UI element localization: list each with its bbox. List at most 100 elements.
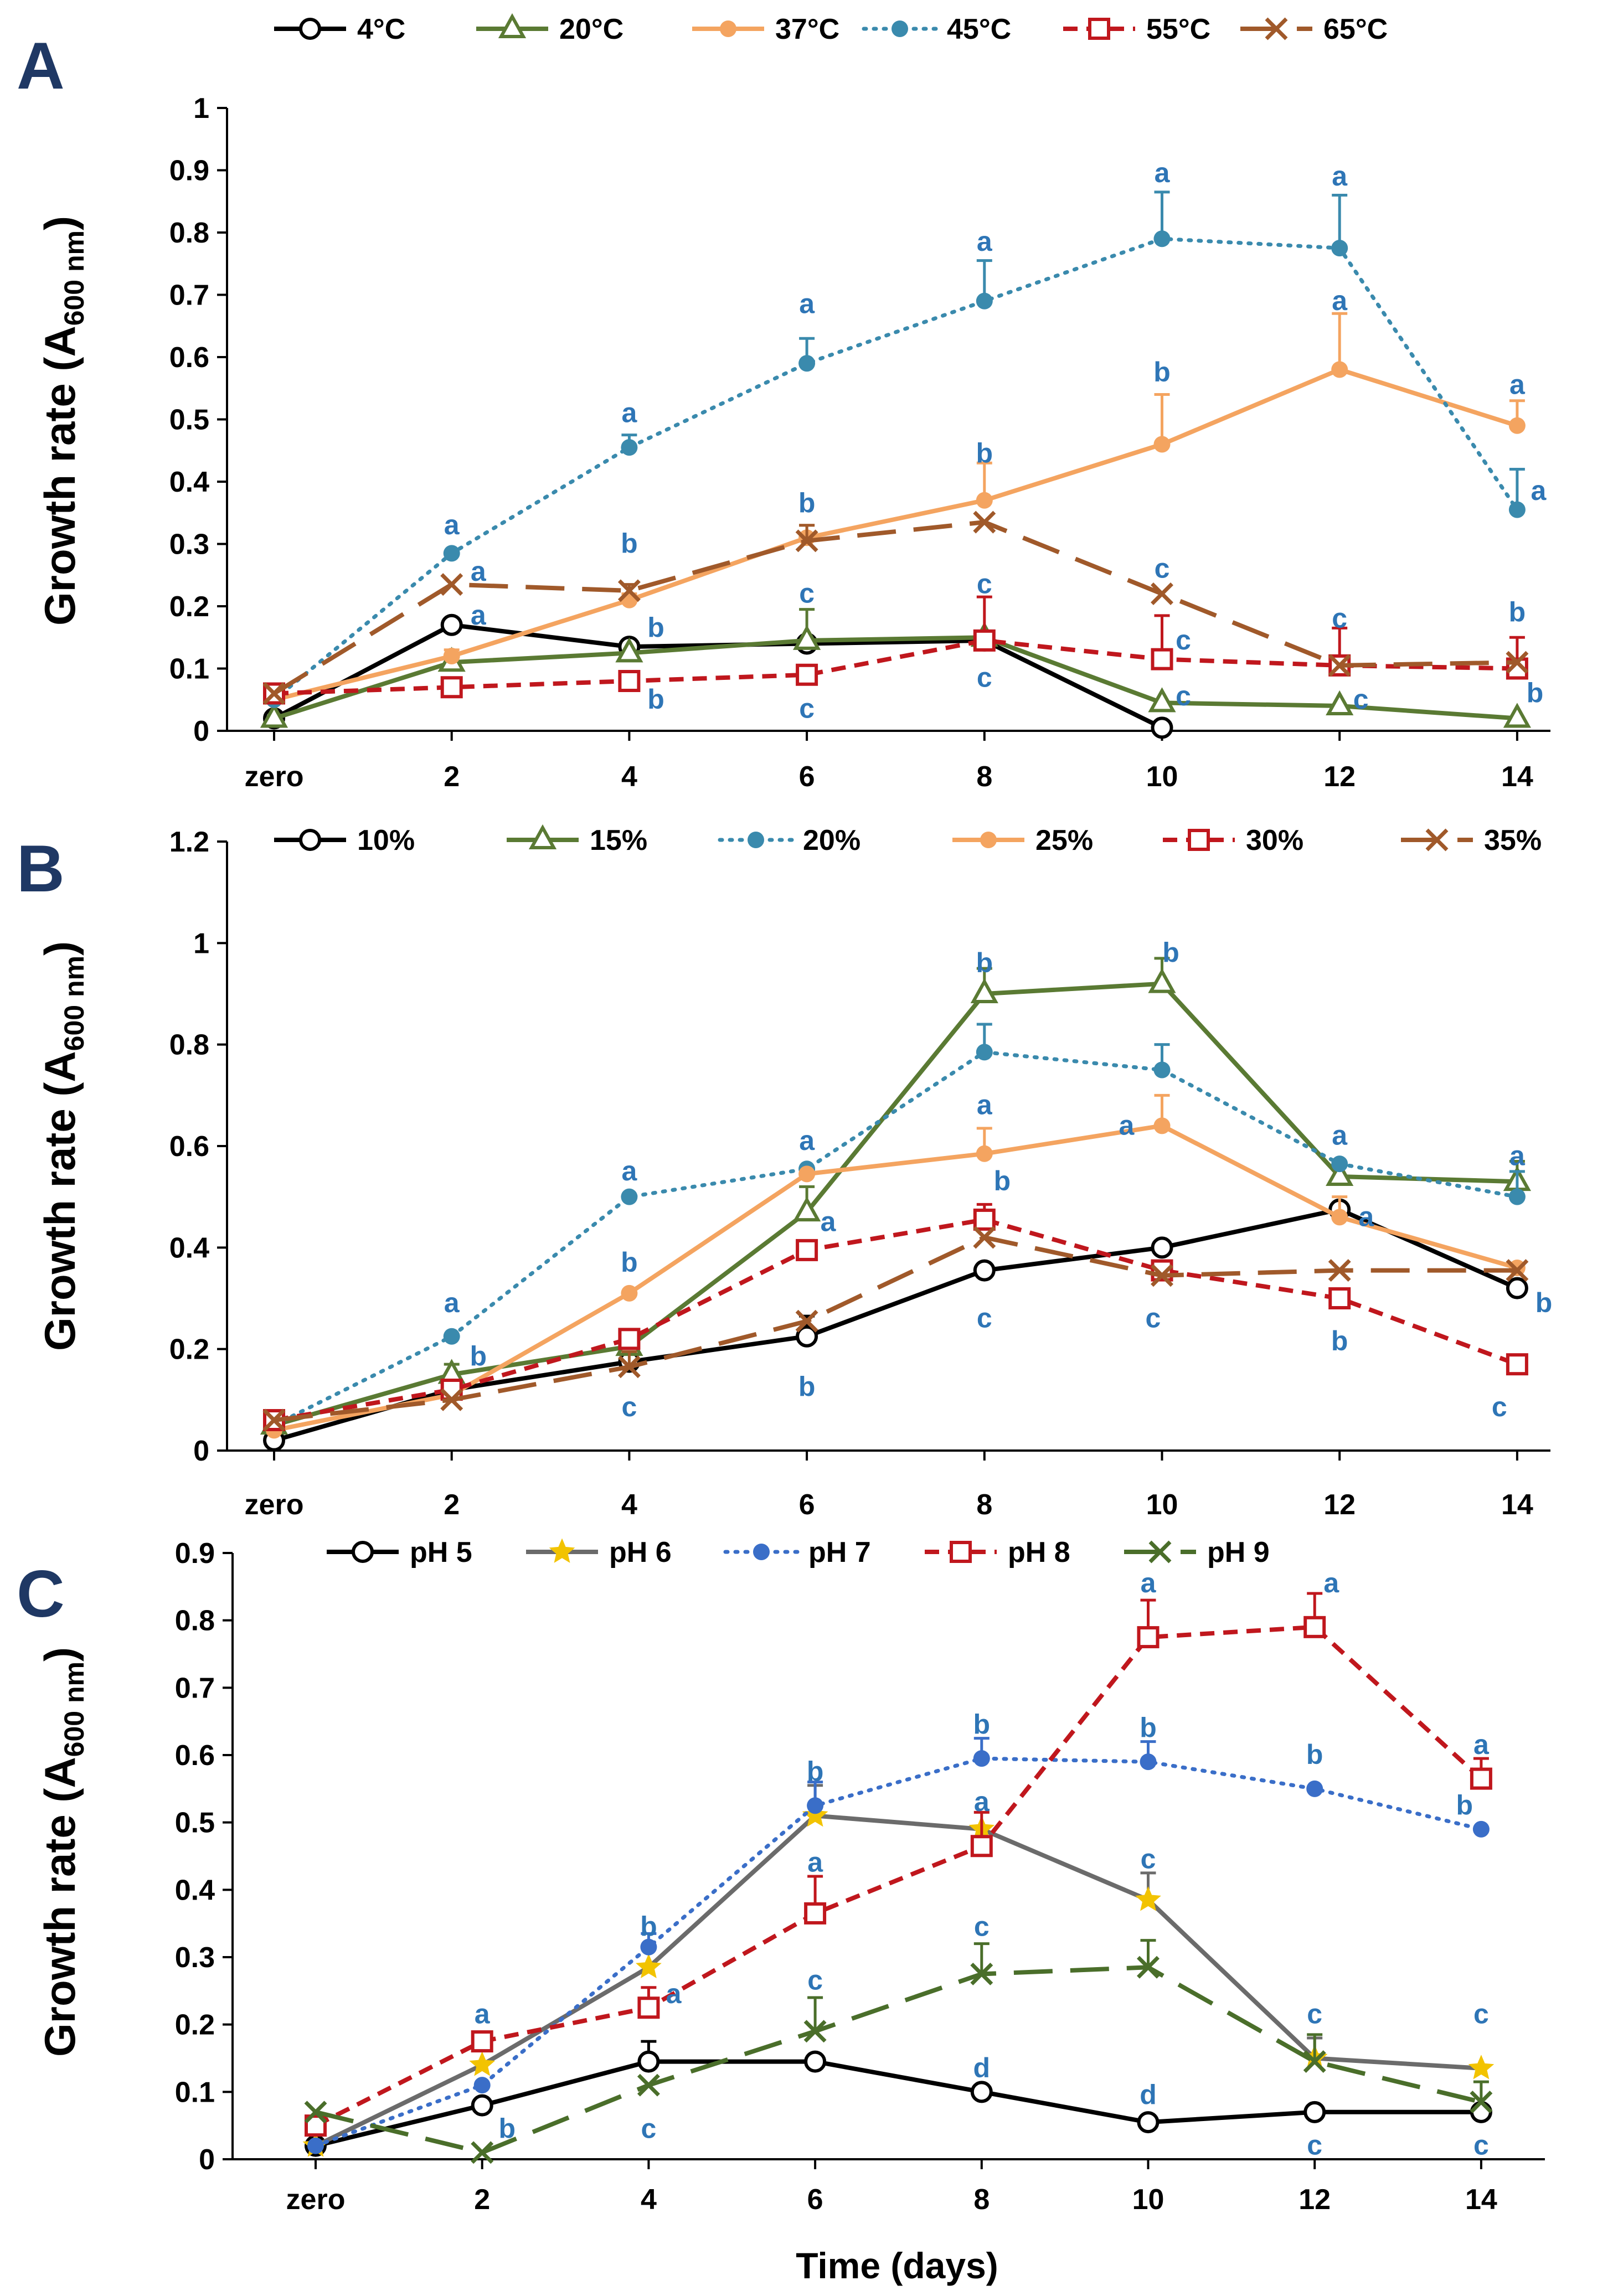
legend-marker bbox=[892, 20, 908, 37]
legend-label: pH 7 bbox=[808, 1536, 871, 1568]
data-point bbox=[1151, 1236, 1173, 1259]
x-tick-label: 8 bbox=[976, 1489, 992, 1521]
series-ph8 bbox=[305, 1592, 1492, 2137]
data-point bbox=[1331, 240, 1348, 257]
legend-entry: 35% bbox=[1401, 824, 1542, 857]
data-point bbox=[1503, 703, 1531, 728]
significance-letter: a bbox=[1332, 161, 1348, 192]
y-axis-label: Growth rate (A600 nm) bbox=[35, 941, 90, 1351]
y-tick-label: 0.4 bbox=[169, 466, 209, 498]
legend-marker bbox=[950, 1541, 972, 1563]
data-point bbox=[1137, 2111, 1160, 2134]
error-bar bbox=[1473, 2080, 1489, 2102]
data-point bbox=[793, 1196, 821, 1222]
legend-label: 65°C bbox=[1323, 13, 1388, 45]
data-point bbox=[1328, 654, 1351, 677]
data-point bbox=[1306, 1780, 1323, 1797]
data-point bbox=[976, 1044, 993, 1061]
series-line bbox=[272, 1050, 1519, 1427]
legend-entry: 55°C bbox=[1063, 13, 1210, 45]
data-point bbox=[798, 355, 816, 372]
series-line bbox=[274, 367, 1518, 702]
series-line bbox=[313, 1756, 1483, 2148]
y-tick-label: 0.3 bbox=[175, 1942, 215, 1974]
y-tick-label: 0.9 bbox=[175, 1537, 215, 1570]
series-line bbox=[273, 1207, 1518, 1443]
significance-letter: d bbox=[973, 2052, 991, 2083]
error-bar bbox=[1332, 312, 1348, 370]
significance-letter: c bbox=[977, 1303, 992, 1334]
significance-letter: b bbox=[1162, 937, 1179, 968]
data-point bbox=[1153, 1061, 1171, 1079]
series-line bbox=[273, 635, 1518, 721]
data-point bbox=[1506, 651, 1529, 674]
data-point bbox=[1506, 1353, 1528, 1376]
series-line bbox=[315, 1965, 1482, 2155]
legend-label: 35% bbox=[1484, 824, 1542, 857]
legend-marker bbox=[498, 13, 527, 38]
significance-letter: b bbox=[798, 1371, 816, 1402]
y-tick-label: 0.2 bbox=[175, 2009, 215, 2041]
x-tick-label: 12 bbox=[1323, 1489, 1356, 1521]
data-point bbox=[1326, 1160, 1354, 1186]
x-tick-label: 14 bbox=[1501, 761, 1533, 793]
data-point bbox=[1506, 1277, 1528, 1299]
data-point bbox=[1470, 2101, 1492, 2123]
data-point bbox=[1137, 1956, 1160, 1979]
significance-letter: c bbox=[1492, 1391, 1507, 1422]
significance-letter: b bbox=[976, 947, 993, 978]
significance-letter: b bbox=[621, 528, 638, 559]
significance-letter: c bbox=[621, 1391, 637, 1422]
data-point bbox=[1153, 436, 1171, 453]
data-point bbox=[1468, 2055, 1495, 2080]
legend-marker bbox=[980, 832, 997, 848]
data-point bbox=[262, 682, 286, 705]
y-tick-label: 0.6 bbox=[169, 1131, 209, 1163]
data-point bbox=[440, 613, 463, 636]
data-point bbox=[637, 2050, 660, 2073]
data-point bbox=[1508, 1188, 1526, 1205]
significance-letter: c bbox=[1176, 680, 1191, 711]
legend-marker bbox=[549, 1538, 575, 1563]
series-line bbox=[274, 1123, 1518, 1433]
data-point bbox=[1331, 1209, 1348, 1226]
legend-label: 15% bbox=[590, 824, 647, 857]
significance-letter: a bbox=[471, 600, 487, 631]
data-point bbox=[973, 1226, 996, 1249]
y-tick-label: 0.9 bbox=[169, 155, 209, 187]
panel-c: C Growth rate (A600 nm) 0 0.1 0.2 0.3 0.4 0.5 0.… bbox=[17, 1536, 1545, 2216]
data-point bbox=[1303, 2050, 1326, 2073]
y-tick-label: 0 bbox=[199, 2144, 215, 2176]
y-tick-label: 0.7 bbox=[175, 1672, 215, 1704]
data-point bbox=[796, 1239, 818, 1261]
panel-letter: A bbox=[17, 29, 65, 103]
panel-letter: C bbox=[17, 1557, 65, 1631]
data-point bbox=[1331, 361, 1348, 378]
data-point bbox=[803, 2020, 827, 2043]
significance-letter: a bbox=[621, 1155, 637, 1186]
legend-label: 25% bbox=[1035, 824, 1093, 857]
significance-letter: d bbox=[1140, 2079, 1157, 2110]
legend-marker bbox=[299, 18, 321, 40]
legend-entry: 45°C bbox=[862, 13, 1011, 45]
data-point bbox=[1153, 230, 1171, 247]
legend-entry: 25% bbox=[952, 824, 1093, 857]
data-point bbox=[804, 1902, 827, 1924]
significance-letter: b bbox=[640, 1911, 657, 1942]
significance-letter: a bbox=[1509, 369, 1526, 400]
significance-letter: c bbox=[1146, 1303, 1161, 1334]
series-line bbox=[272, 520, 1517, 695]
significance-letter: b bbox=[647, 684, 664, 715]
data-point bbox=[976, 292, 993, 309]
significance-letter: b bbox=[647, 612, 664, 643]
significance-letter: b bbox=[1153, 357, 1171, 388]
legend-entry: pH 8 bbox=[925, 1536, 1070, 1568]
x-tick-label: 10 bbox=[1146, 761, 1178, 793]
significance-letter: b bbox=[994, 1165, 1011, 1196]
series-55c bbox=[263, 595, 1528, 705]
x-tick-label: 14 bbox=[1465, 2184, 1497, 2216]
y-tick-label: 0.6 bbox=[175, 1740, 215, 1772]
panel-b: B Growth rate (A600 nm) 0 0.2 0.4 0.6 0.8 1 1.2 z… bbox=[17, 824, 1552, 1521]
significance-letter: a bbox=[1323, 1567, 1339, 1598]
